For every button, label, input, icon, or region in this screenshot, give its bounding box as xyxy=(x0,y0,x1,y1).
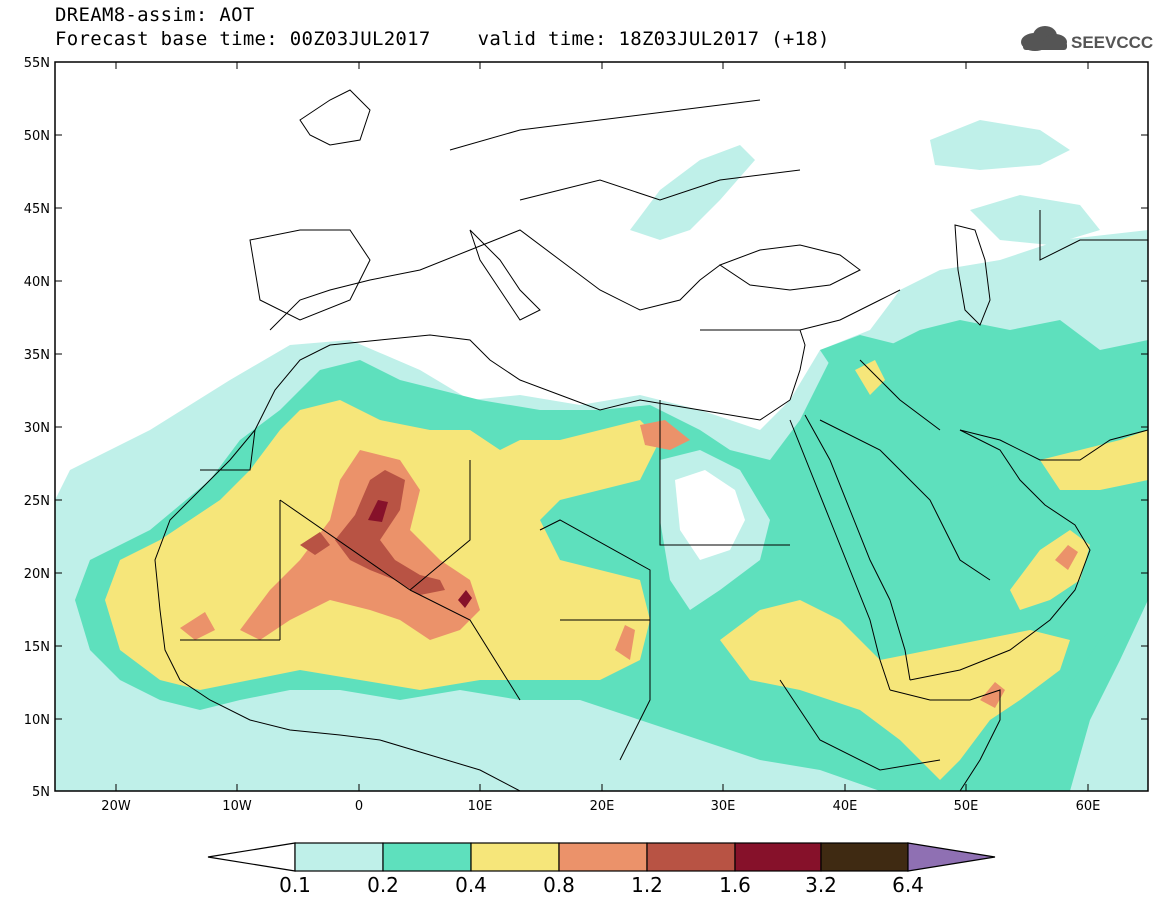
lat-label: 15N xyxy=(24,640,50,655)
colorbar-label: 0.2 xyxy=(367,873,399,897)
colorbar-label: 0.1 xyxy=(279,873,311,897)
lat-labels: 55N 50N 45N 40N 35N 30N 25N 20N 15N 10N … xyxy=(24,56,50,800)
border-4 xyxy=(409,460,471,591)
lat-label: 55N xyxy=(24,56,50,71)
aot-field xyxy=(55,120,1148,791)
colorbar-label: 1.2 xyxy=(631,873,663,897)
lon-axis xyxy=(115,62,1089,791)
lat-label: 50N xyxy=(24,129,50,144)
aot-clear-egypt-white xyxy=(675,470,745,560)
colorbar-swatch xyxy=(646,842,736,872)
lon-label: 50E xyxy=(954,799,979,814)
border-7 xyxy=(200,429,256,471)
horn-of-africa xyxy=(889,689,1001,791)
colorbar-swatch xyxy=(294,842,384,872)
lat-label: 35N xyxy=(24,348,50,363)
seevccc-logo: SEEVCCC xyxy=(1021,26,1153,52)
border-2 xyxy=(279,499,411,591)
colorbar-under-arrow xyxy=(207,842,296,872)
colorbar-swatch xyxy=(382,842,472,872)
lat-label: 10N xyxy=(24,713,50,728)
lon-label: 20W xyxy=(101,799,131,814)
levant-coast xyxy=(789,329,806,401)
lon-label: 40E xyxy=(833,799,858,814)
colorbar-swatch xyxy=(734,842,822,872)
cloud-icon xyxy=(1021,26,1067,51)
aot-0.8-region-mali xyxy=(180,612,215,640)
colorbar-swatch xyxy=(470,842,560,872)
british-isles xyxy=(299,89,371,146)
colorbar-label: 0.8 xyxy=(543,873,575,897)
aot-0.4-region-east xyxy=(720,600,1070,780)
turkey-coast xyxy=(700,289,901,331)
colorbar-label: 6.4 xyxy=(892,873,924,897)
lat-label: 30N xyxy=(24,421,50,436)
aot-0.4-region-gulf xyxy=(1040,430,1148,490)
aot-0.2-turkey-band xyxy=(820,335,900,380)
border-10 xyxy=(819,419,991,581)
coastlines-borders xyxy=(154,89,1148,791)
aot-1.6-region-niger xyxy=(458,590,472,608)
lon-label: 20E xyxy=(590,799,615,814)
lat-label: 25N xyxy=(24,494,50,509)
colorbar-label: 0.4 xyxy=(455,873,487,897)
italy xyxy=(469,229,541,321)
border-5 xyxy=(539,519,651,620)
arabian-coast xyxy=(909,429,1091,681)
aot-1.2-region xyxy=(335,470,445,595)
lat-label: 45N xyxy=(24,202,50,217)
border-13 xyxy=(519,169,801,201)
caspian xyxy=(954,224,991,326)
lon-labels: 20W 10W 0 10E 20E 30E 40E 50E 60E xyxy=(101,799,1100,814)
aot-0.4-region-iraq xyxy=(855,360,885,395)
aot-0.1-region-caspian xyxy=(970,195,1100,245)
border-9 xyxy=(560,619,651,761)
colorbar-label: 1.6 xyxy=(719,873,751,897)
aot-0.8-region-libya xyxy=(640,420,690,450)
lon-label: 10E xyxy=(468,799,493,814)
aot-1.2-region-small xyxy=(300,532,330,555)
lon-label: 10W xyxy=(222,799,252,814)
border-11 xyxy=(859,359,941,431)
colorbar-over-arrow xyxy=(907,842,996,872)
colorbar-label: 3.2 xyxy=(805,873,837,897)
forecast-time-line: Forecast base time: 00Z03JUL2017 valid t… xyxy=(55,28,830,50)
colorbar-labels: 0.1 0.2 0.4 0.8 1.2 1.6 3.2 6.4 xyxy=(279,873,924,897)
iberia xyxy=(249,229,371,321)
west-africa-coast xyxy=(154,429,521,791)
red-sea xyxy=(789,419,891,691)
red-sea-east xyxy=(804,414,911,681)
border-12 xyxy=(779,679,941,771)
lat-label: 5N xyxy=(32,785,50,800)
colorbar-swatch xyxy=(558,842,648,872)
europe-coast xyxy=(269,229,721,331)
chart-title: DREAM8-assim: AOT xyxy=(55,4,255,26)
colorbar-swatch xyxy=(820,842,909,872)
border-14 xyxy=(449,99,761,151)
aot-0.8-region-somalia xyxy=(980,682,1005,708)
aot-0.8-region-oman xyxy=(1055,545,1078,570)
lon-label: 30E xyxy=(711,799,736,814)
lat-axis xyxy=(55,61,1148,792)
border-3 xyxy=(409,589,521,701)
lon-label: 60E xyxy=(1076,799,1101,814)
border-6 xyxy=(659,400,790,546)
persian-gulf xyxy=(959,429,1148,461)
aot-0.1-region-north xyxy=(930,120,1070,170)
lat-label: 20N xyxy=(24,567,50,582)
aot-1.6-region xyxy=(368,500,388,522)
logo-text: SEEVCCC xyxy=(1071,33,1153,52)
north-africa-coast xyxy=(254,334,791,431)
lat-label: 40N xyxy=(24,275,50,290)
border-15 xyxy=(1039,210,1148,261)
black-sea xyxy=(718,244,861,291)
lon-label: 0 xyxy=(355,799,363,814)
aot-0.1-region-balkans xyxy=(630,145,755,240)
aot-0.8-region-chad xyxy=(615,625,635,660)
